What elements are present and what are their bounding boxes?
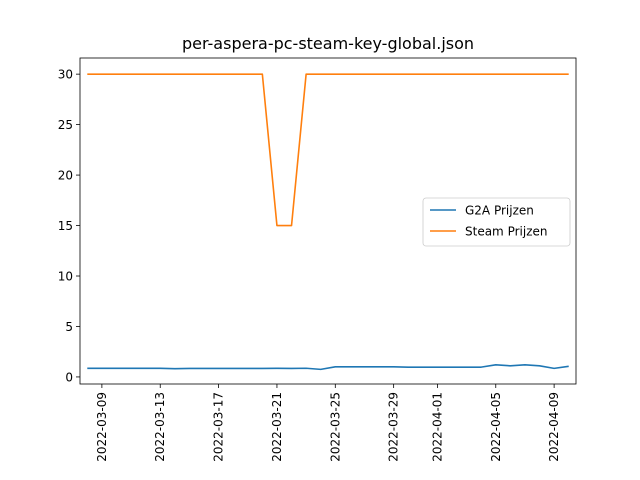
y-tick-label: 0 [65,370,73,384]
x-tick-label: 2022-03-29 [387,392,401,462]
y-tick-label: 5 [65,320,73,334]
y-tick-label: 25 [58,118,73,132]
series-line-1 [87,73,569,227]
plot-area: 0 5 10 15 20 25 30 2022-03-09 2022-03-13 2022-03-… [58,57,577,462]
legend-box [422,197,571,247]
x-tick-label: 2022-03-13 [153,392,167,462]
x-tick-label: 2022-03-21 [270,392,284,462]
x-tick-label: 2022-04-05 [489,392,503,462]
y-tick-label: 20 [58,169,73,183]
x-tick-label: 2022-03-09 [95,392,109,462]
y-tick-label: 10 [58,270,73,284]
x-tick-label: 2022-03-17 [212,392,226,462]
x-tick-label: 2022-04-01 [430,392,444,462]
legend-label-0: G2A Prijzen [465,204,534,218]
y-tick-label: 15 [58,219,73,233]
legend-label-1: Steam Prijzen [465,225,547,239]
chart-title: per-aspera-pc-steam-key-global.json [182,34,474,53]
y-tick-label: 30 [58,68,73,82]
x-tick-label: 2022-03-25 [328,392,342,462]
series-line-0 [87,364,569,371]
x-tick-label: 2022-04-09 [547,392,561,462]
plot-frame [79,57,577,385]
